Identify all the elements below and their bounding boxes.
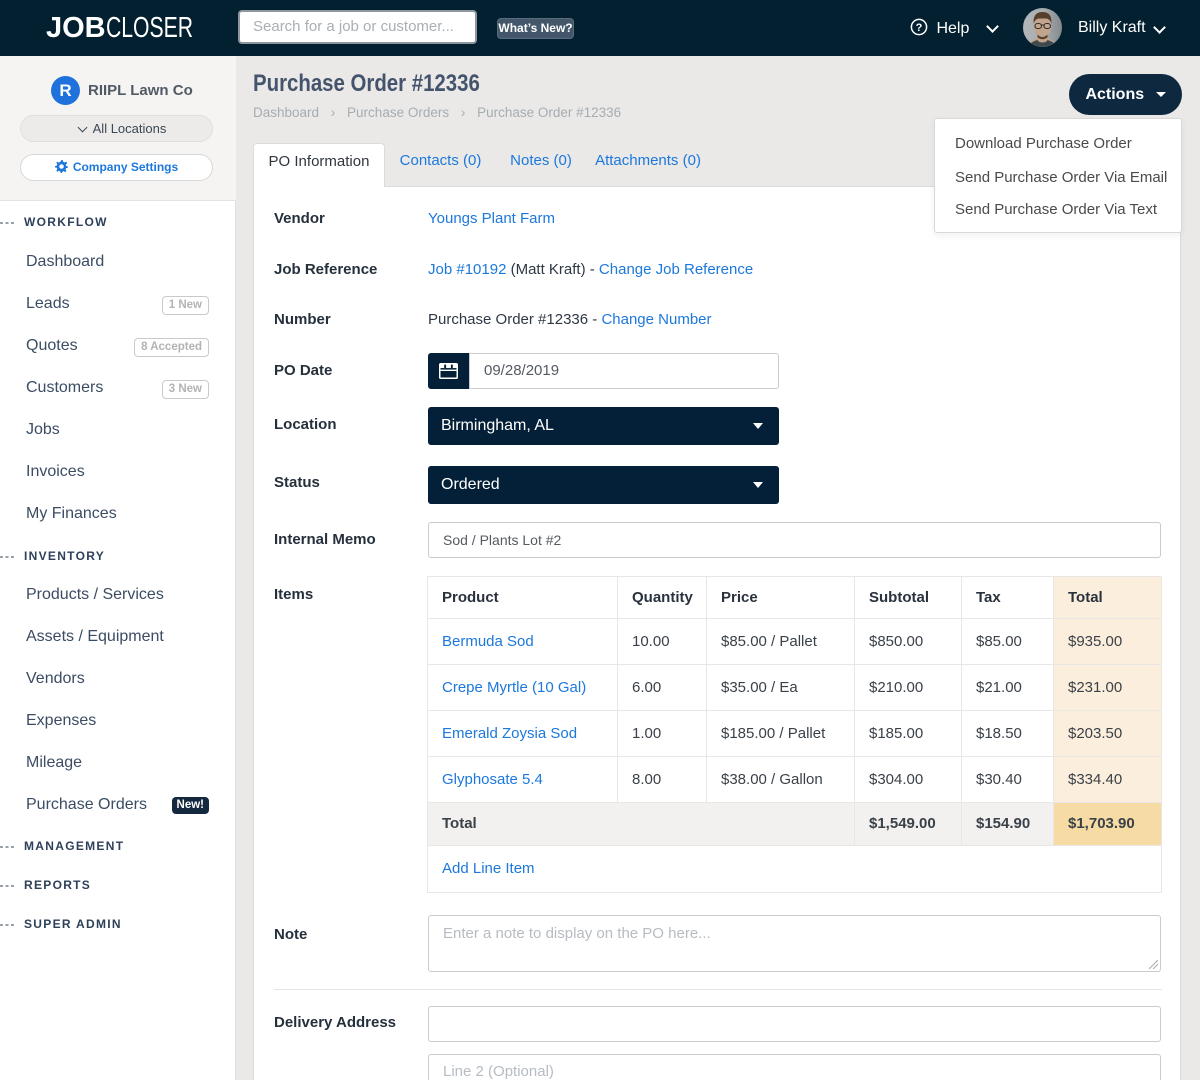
svg-text:?: ? <box>916 22 923 34</box>
